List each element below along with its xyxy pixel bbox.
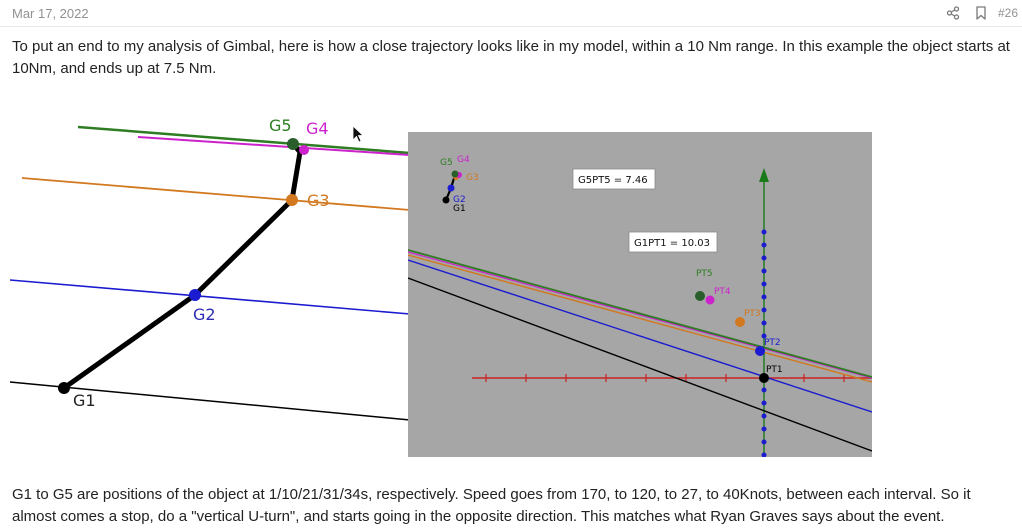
label-g4: G4 [306,119,329,138]
line-of-sight-g3 [21,177,411,211]
plot-y-axis-arrow [759,168,769,182]
post-meta-bar: Mar 17, 2022 #26 [0,0,1022,27]
trajectory-figure-svg: G1 G2 G3 G4 G5 [9,116,872,457]
point-g1 [58,382,70,394]
plot-line-g4 [408,251,872,379]
post-date: Mar 17, 2022 [12,6,89,21]
plot-x-axis-ticks [485,374,845,382]
plot-point-pt3 [735,317,745,327]
point-g4 [299,145,309,155]
plot-line-g5 [408,249,872,378]
plot-point-g2 [447,184,455,192]
mouse-cursor-icon [352,125,365,143]
plot-label-pt5: PT5 [696,269,713,279]
share-icon [946,6,960,20]
object-trajectory [61,141,303,391]
plot-label-pt3: PT3 [744,309,761,319]
plot-point-pt1 [759,373,769,383]
plot-label-g1: G1 [453,204,466,214]
bookmark-button[interactable] [970,3,992,23]
plot-line-g3 [408,254,872,383]
post-paragraph-intro: To put an end to my analysis of Gimbal, … [12,38,1010,77]
line-of-sight-g4 [137,136,411,156]
distance-label-g1pt1: G1PT1 = 10.03 [634,238,710,249]
label-g2: G2 [193,305,216,324]
left-diagram: G1 G2 G3 G4 G5 [9,116,411,421]
plot-label-g5: G5 [440,158,453,168]
plot-point-g5 [451,170,459,178]
plot-line-g2 [408,259,872,413]
label-g1: G1 [73,391,96,410]
share-button[interactable] [942,3,964,23]
distance-box-g5pt5 [572,168,656,190]
plot-label-g2: G2 [453,195,466,205]
right-plot: G5 G4 G3 G2 G1 PT5 PT4 PT3 PT2 PT1 G5PT5… [408,132,872,457]
plot-line-g1 [408,277,872,452]
post-number[interactable]: #26 [997,6,1018,20]
line-of-sight-g5 [77,125,411,155]
distance-box-g1pt1 [628,231,718,253]
line-of-sight-g1 [9,381,411,421]
plot-point-g1 [442,196,450,204]
label-g5: G5 [269,116,292,135]
trajectory-figure: G1 G2 G3 G4 G5 [0,100,1022,470]
post-actions: #26 [936,3,1018,23]
plot-label-pt1: PT1 [766,365,783,375]
point-g5 [287,138,299,150]
line-of-sight-g2 [9,279,411,315]
plot-label-g3: G3 [466,173,479,183]
point-g3 [286,194,298,206]
bookmark-icon [976,6,986,20]
plot-y-axis-ticks [761,229,767,457]
plot-point-pt2 [755,346,765,356]
plot-label-pt4: PT4 [714,287,731,297]
plot-point-pt4 [705,295,715,305]
plot-label-g4: G4 [457,155,470,165]
plot-point-pt5 [695,291,705,301]
post-paragraph-explanation: G1 to G5 are positions of the object at … [12,486,971,525]
label-g3: G3 [307,191,330,210]
point-g2 [189,289,201,301]
plot-label-pt2: PT2 [764,338,781,348]
distance-label-g5pt5: G5PT5 = 7.46 [578,175,648,186]
